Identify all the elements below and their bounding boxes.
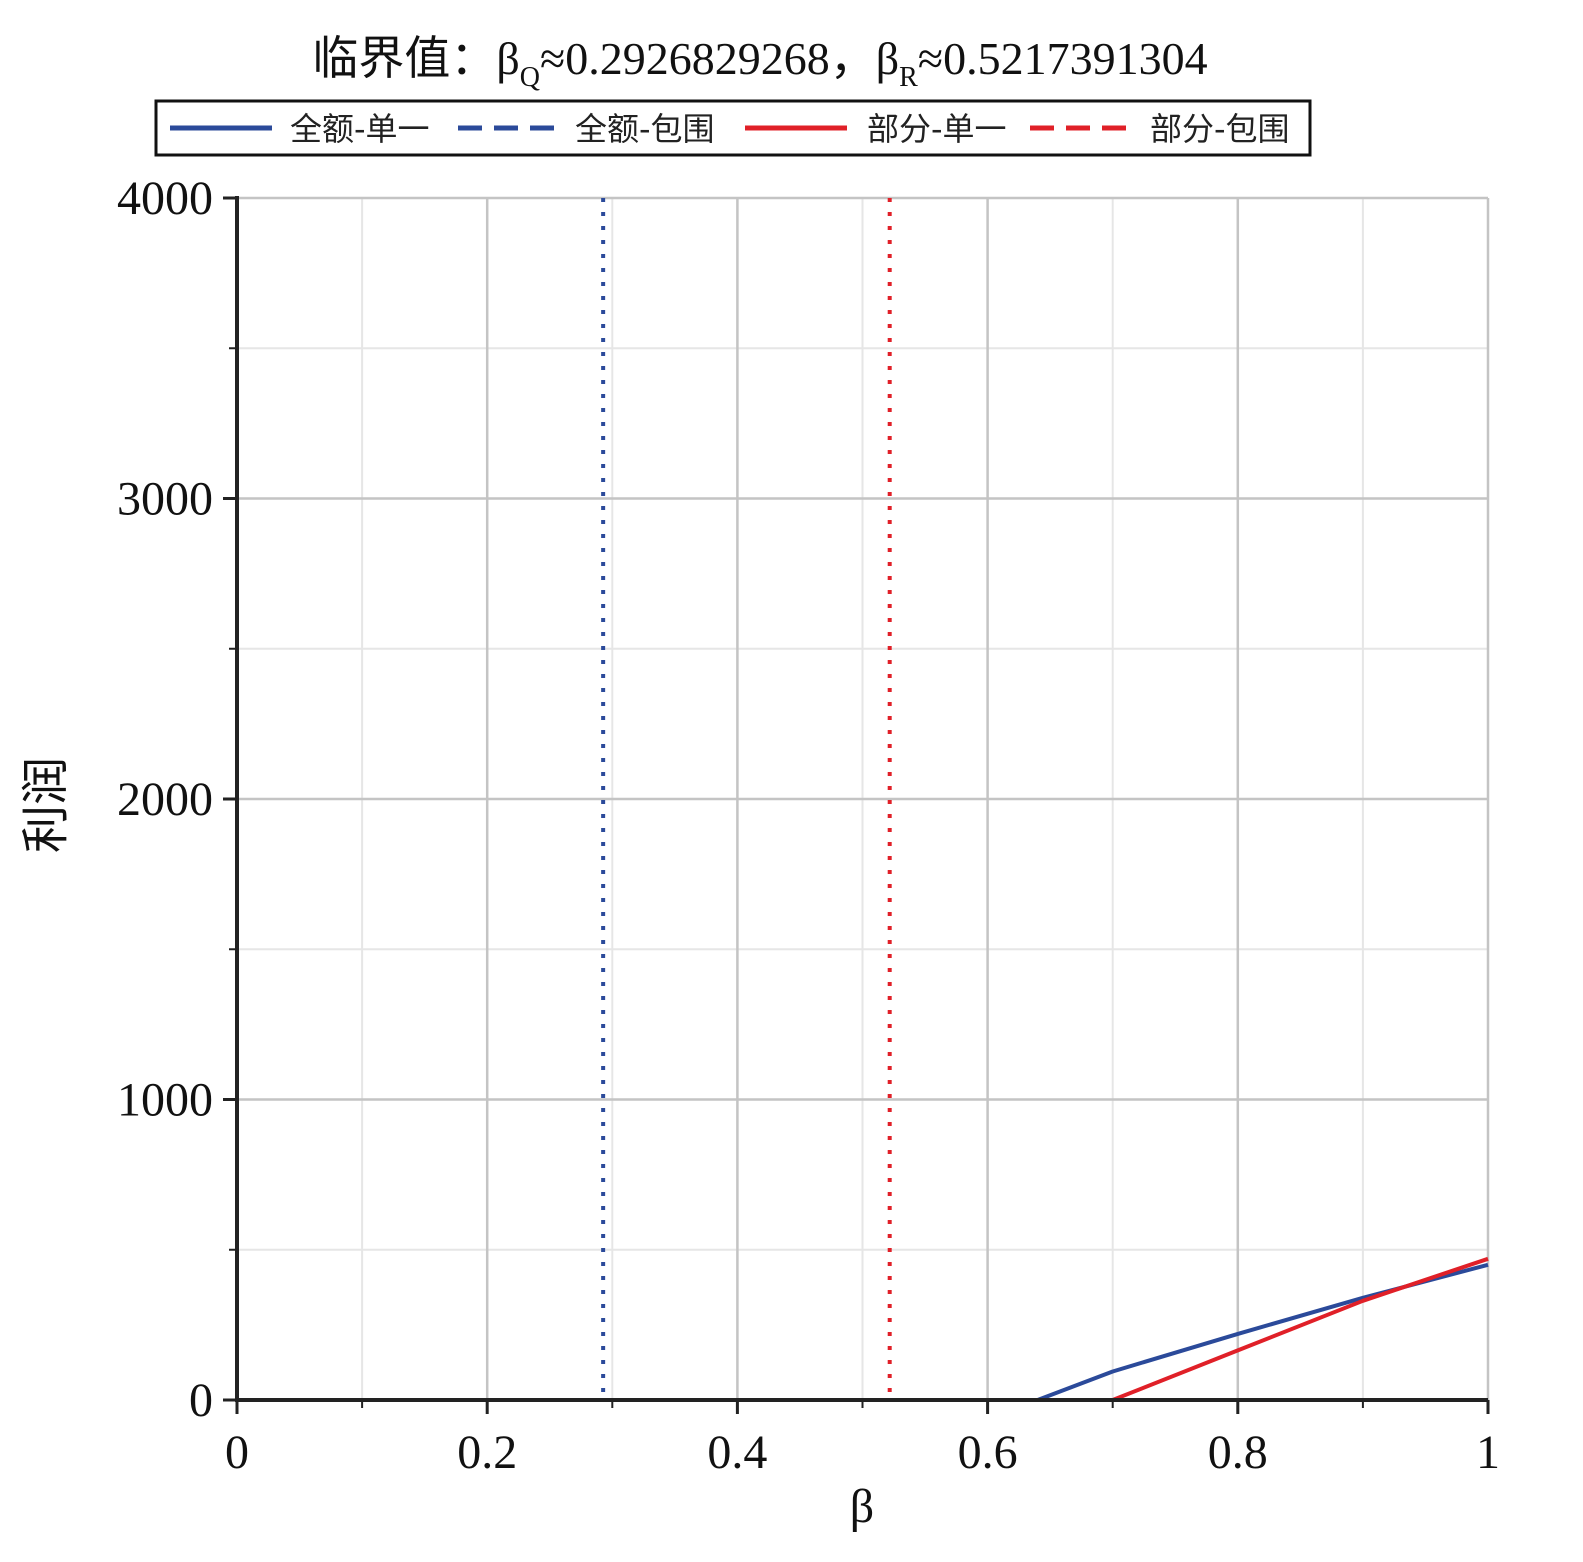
title-beta-r: β	[876, 33, 899, 84]
y-tick-label: 1000	[117, 1074, 213, 1127]
x-tick-label: 0.6	[958, 1426, 1018, 1479]
y-tick-label: 3000	[117, 473, 213, 526]
x-tick-label: 0.8	[1208, 1426, 1268, 1479]
major-grid	[237, 196, 1490, 1400]
title-sub-q: Q	[520, 62, 540, 93]
title-prefix: 临界值：	[312, 33, 496, 84]
chart-title: 临界值：βQ≈0.2926829268，βR≈0.5217391304	[312, 33, 1207, 93]
y-axis-label: 利润	[20, 757, 73, 853]
legend: 全额-单一 全额-包围 部分-单一 部分-包围	[154, 99, 1312, 157]
x-tick-label: 0.4	[707, 1426, 767, 1479]
title-sub-r: R	[899, 62, 918, 93]
title-value-q: ≈0.2926829268，	[540, 33, 876, 84]
title-beta-q: β	[496, 33, 519, 84]
y-tick-label: 4000	[117, 172, 213, 225]
legend-label-partial-single: 部分-单一	[867, 110, 1007, 148]
legend-label-partial-surround: 部分-包围	[1150, 110, 1290, 148]
x-tick-label: 0	[225, 1426, 249, 1479]
ticks	[223, 196, 1490, 1414]
y-tick-label: 0	[189, 1374, 213, 1427]
x-tick-label: 0.2	[457, 1426, 517, 1479]
x-tick-label: 1	[1476, 1426, 1500, 1479]
x-axis-label: β	[850, 1480, 874, 1533]
tick-labels: 0 0.2 0.4 0.6 0.8 1 0 1000 2000 3000 4000	[117, 172, 1500, 1479]
title-value-r: ≈0.5217391304	[918, 33, 1208, 84]
y-tick-label: 2000	[117, 773, 213, 826]
legend-label-full-single: 全额-单一	[290, 110, 430, 148]
legend-label-full-surround: 全额-包围	[575, 110, 715, 148]
